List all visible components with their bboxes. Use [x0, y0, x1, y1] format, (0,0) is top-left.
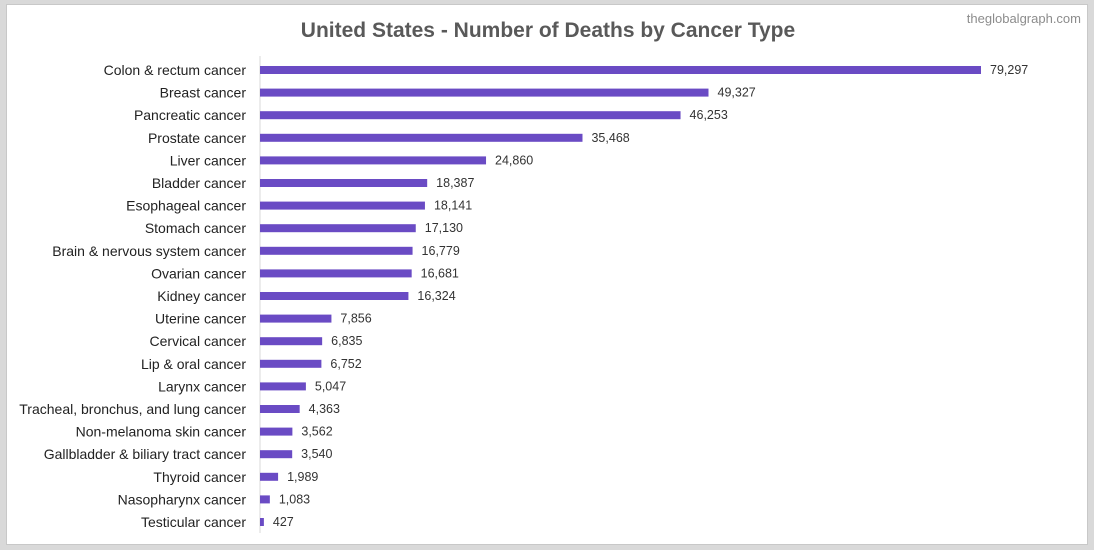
value-label: 24,860 [495, 153, 533, 167]
value-label: 16,324 [417, 289, 455, 303]
bar [260, 518, 264, 526]
value-label: 46,253 [690, 108, 728, 122]
category-label: Nasopharynx cancer [118, 491, 247, 507]
value-label: 18,387 [436, 176, 474, 190]
value-label: 6,835 [331, 334, 362, 348]
category-label: Colon & rectum cancer [104, 62, 247, 78]
watermark: theglobalgraph.com [966, 11, 1081, 26]
category-label: Non-melanoma skin cancer [76, 424, 247, 440]
value-label: 7,856 [340, 312, 371, 326]
category-label: Thyroid cancer [153, 469, 246, 485]
bar [260, 292, 409, 300]
value-labels: 79,297 49,327 46,253 35,468 24,860 18,387 18,1… [273, 63, 1028, 529]
category-label: Lip & oral cancer [141, 356, 246, 372]
bar [260, 405, 300, 413]
bar [260, 427, 293, 436]
bar [260, 179, 428, 187]
value-label: 16,681 [421, 266, 459, 280]
category-label: Esophageal cancer [126, 198, 246, 214]
category-label: Prostate cancer [148, 130, 246, 146]
bar-chart: Colon & rectum cancer Breast cancer Pancre… [19, 56, 1028, 533]
value-label: 79,297 [990, 63, 1028, 77]
bar [260, 201, 425, 210]
value-label: 1,083 [279, 492, 310, 506]
value-label: 5,047 [315, 379, 346, 393]
bar [260, 314, 332, 323]
bar [260, 111, 681, 120]
category-label: Brain & nervous system cancer [52, 243, 246, 259]
category-label: Stomach cancer [145, 220, 246, 236]
value-label: 1,989 [287, 470, 318, 484]
bar [260, 156, 487, 165]
bar [260, 495, 270, 504]
value-label: 4,363 [309, 402, 340, 416]
chart-title: United States - Number of Deaths by Canc… [300, 19, 796, 42]
value-label: 6,752 [330, 357, 361, 371]
bar [260, 450, 293, 459]
bars [260, 66, 981, 526]
value-label: 3,540 [301, 447, 332, 461]
bar [260, 88, 709, 97]
category-label: Uterine cancer [155, 311, 246, 327]
bar [260, 472, 279, 481]
category-label: Ovarian cancer [151, 265, 246, 281]
category-label: Pancreatic cancer [134, 107, 246, 123]
value-label: 35,468 [591, 131, 629, 145]
value-label: 16,779 [422, 244, 460, 258]
chart-frame: United States - Number of Deaths by Canc… [6, 4, 1088, 545]
category-label: Larynx cancer [158, 378, 246, 394]
bar [260, 66, 981, 74]
bar [260, 359, 322, 368]
category-label: Testicular cancer [141, 514, 246, 530]
bar [260, 382, 306, 391]
value-label: 49,327 [718, 86, 756, 100]
category-labels: Colon & rectum cancer Breast cancer Pancre… [19, 62, 246, 530]
bar [260, 133, 583, 142]
category-label: Cervical cancer [150, 333, 247, 349]
value-label: 17,130 [425, 221, 463, 235]
bar [260, 246, 413, 255]
bar [260, 269, 412, 278]
value-label: 18,141 [434, 199, 472, 213]
bar [260, 337, 323, 346]
category-label: Gallbladder & biliary tract cancer [44, 446, 247, 462]
category-label: Kidney cancer [157, 288, 246, 304]
category-label: Breast cancer [160, 85, 247, 101]
category-label: Tracheal, bronchus, and lung cancer [19, 401, 246, 417]
bar [260, 224, 416, 233]
value-label: 3,562 [301, 425, 332, 439]
category-label: Bladder cancer [152, 175, 247, 191]
value-label: 427 [273, 515, 294, 529]
category-label: Liver cancer [170, 152, 247, 168]
